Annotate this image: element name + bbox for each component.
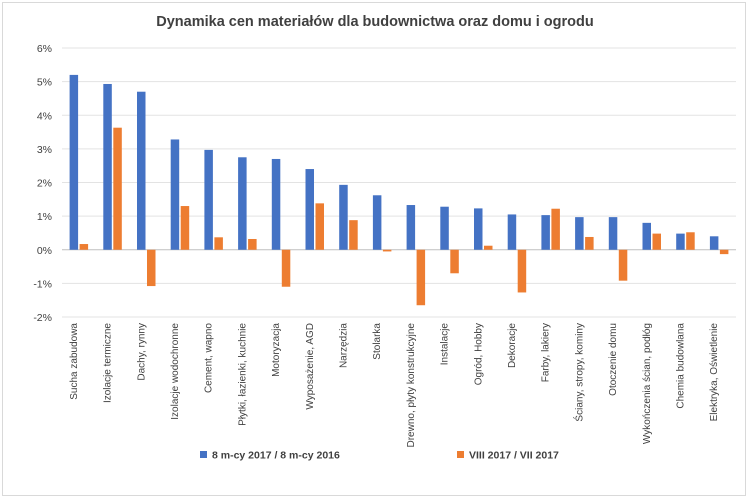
bar-series-2 xyxy=(248,238,257,250)
y-tick-label: 4% xyxy=(37,110,52,122)
legend-swatch xyxy=(457,451,464,458)
chart-title: Dynamika cen materiałów dla budownictwa … xyxy=(156,14,594,30)
y-tick-label: -1% xyxy=(33,278,52,290)
y-tick-label: 6% xyxy=(37,43,52,55)
bar-series-2 xyxy=(484,245,493,250)
bars xyxy=(69,74,729,306)
bar-series-1 xyxy=(372,195,382,250)
bar-series-1 xyxy=(170,139,180,250)
legend-label: VIII 2017 / VII 2017 xyxy=(469,450,559,462)
bar-series-2 xyxy=(719,249,729,255)
bar-series-1 xyxy=(440,206,449,250)
bar-series-1 xyxy=(709,236,719,250)
category-label: Ściany, stropy, kominy xyxy=(572,323,585,422)
y-tick-label: -2% xyxy=(33,312,52,324)
bar-series-2 xyxy=(180,206,190,250)
legend: 8 m-cy 2017 / 8 m-cy 2016 VIII 2017 / VII… xyxy=(200,450,559,462)
bar-series-2 xyxy=(686,232,695,250)
legend-label: 8 m-cy 2017 / 8 m-cy 2016 xyxy=(212,450,340,462)
category-label: Stolarka xyxy=(372,323,383,360)
bar-series-2 xyxy=(315,203,324,250)
bar-series-2 xyxy=(382,249,392,252)
bar-series-2 xyxy=(450,249,459,274)
bar-series-2 xyxy=(618,249,628,281)
y-tick-label: 2% xyxy=(37,178,52,190)
bar-series-1 xyxy=(676,233,685,250)
bar-series-1 xyxy=(642,222,651,250)
bar-series-2 xyxy=(349,220,358,250)
x-axis: Sucha zabudowa Izolacje termiczne Dachy, r… xyxy=(69,323,720,448)
category-label: Dachy, rynny xyxy=(136,323,147,381)
bar-series-1 xyxy=(204,149,213,250)
bar-series-2 xyxy=(652,233,661,250)
bar-series-2 xyxy=(113,127,122,250)
y-tick-label: 5% xyxy=(37,77,52,89)
bar-series-1 xyxy=(103,83,112,250)
category-label: Motoryzacja xyxy=(271,323,282,377)
category-label: Dekoracje xyxy=(507,323,518,368)
y-tick-label: 1% xyxy=(37,211,52,223)
bar-series-1 xyxy=(339,184,348,250)
bar-series-2 xyxy=(517,249,527,293)
category-label: Izolacje wodochronne xyxy=(170,323,181,420)
category-label: Otoczenie domu xyxy=(608,323,619,396)
bar-series-1 xyxy=(608,217,618,250)
bar-series-1 xyxy=(575,217,584,250)
bar-series-1 xyxy=(137,91,146,250)
category-label: Sucha zabudowa xyxy=(69,323,80,400)
y-axis: -2% -1% 0% 1% 2% 3% 4% 5% 6% xyxy=(33,43,52,324)
bar-series-1 xyxy=(69,74,79,250)
category-label: Narzędzia xyxy=(338,323,349,368)
category-label: Instalacje xyxy=(440,323,451,366)
bar-series-1 xyxy=(507,214,517,250)
category-label: Wyposażenie, AGD xyxy=(305,323,316,410)
bar-series-1 xyxy=(406,205,416,250)
y-tick-label: 0% xyxy=(37,245,52,257)
category-label: Wykończenia ścian, podłóg xyxy=(642,323,653,444)
bar-series-2 xyxy=(585,236,594,250)
gridlines xyxy=(62,47,736,318)
bar-series-2 xyxy=(214,237,223,250)
bar-series-1 xyxy=(238,157,247,250)
bar-series-2 xyxy=(416,249,426,306)
bar-series-2 xyxy=(147,249,156,287)
bar-series-1 xyxy=(271,158,281,250)
category-label: Elektryka, Oświetlenie xyxy=(709,323,720,422)
bar-series-2 xyxy=(79,244,89,250)
bar-series-1 xyxy=(305,169,314,250)
y-tick-label: 3% xyxy=(37,144,52,156)
bar-series-1 xyxy=(541,215,550,250)
category-label: Drewno, płyty konstrukcyjne xyxy=(406,323,417,448)
bar-series-2 xyxy=(281,249,291,287)
legend-swatch xyxy=(200,451,207,458)
category-label: Cement, wapno xyxy=(204,323,215,393)
category-label: Izolacje termiczne xyxy=(103,323,114,403)
category-label: Ogród, Hobby xyxy=(473,323,484,385)
category-label: Farby, lakiery xyxy=(541,323,552,382)
bar-series-2 xyxy=(551,208,560,250)
bar-series-1 xyxy=(474,208,483,250)
category-label: Chemia budowlana xyxy=(675,323,686,409)
category-label: Płytki, łazienki, kuchnie xyxy=(237,323,248,426)
